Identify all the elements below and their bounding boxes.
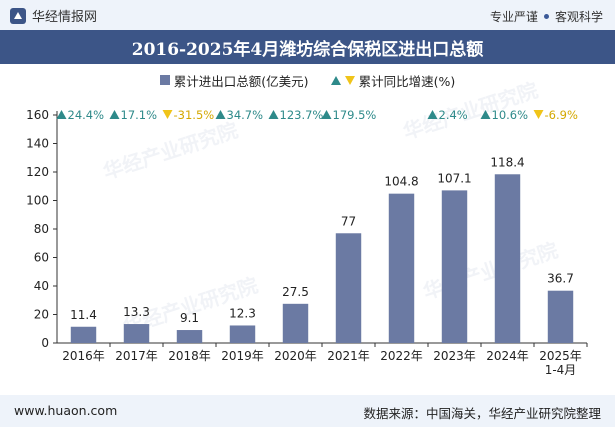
brand: 华经情报网: [10, 6, 97, 25]
y-tick-label: 80: [34, 222, 49, 236]
bar-8: [494, 174, 521, 343]
y-tick-label: 20: [34, 308, 49, 322]
y-tick-label: 60: [34, 251, 49, 265]
legend-growth-label: 累计同比增速(%): [358, 73, 456, 89]
bar-value-label: 11.4: [70, 308, 97, 322]
growth-down-triangle: [162, 110, 173, 119]
growth-up-triangle: [109, 110, 120, 119]
legend-bar-item: 累计进出口总额(亿美元): [159, 71, 309, 90]
growth-down-triangle: [533, 110, 544, 119]
chart-title: 2016-2025年4月潍坊综合保税区进出口总额: [0, 30, 615, 64]
bar-value-label: 107.1: [437, 171, 471, 185]
growth-label: 17.1%: [121, 108, 158, 122]
slogan: 专业严谨 客观科学: [490, 8, 603, 25]
top-bar: 华经情报网 专业严谨 客观科学: [0, 0, 615, 30]
legend-bar-label: 累计进出口总额(亿美元): [173, 73, 309, 89]
y-tick-label: 140: [26, 137, 49, 151]
x-tick-label: 2025年: [539, 349, 582, 363]
x-tick-label: 2018年: [168, 349, 211, 363]
growth-label: 10.6%: [492, 108, 529, 122]
x-tick-label: 2021年: [327, 349, 370, 363]
bar-2: [176, 330, 203, 343]
growth-label: 2.4%: [439, 108, 468, 122]
growth-label: -6.9%: [545, 108, 578, 122]
bar-swatch-icon: [159, 75, 170, 85]
y-tick-label: 0: [41, 336, 49, 350]
bar-5: [335, 233, 362, 343]
growth-up-triangle: [215, 110, 226, 119]
y-tick-label: 40: [34, 279, 49, 293]
separator-dot-icon: [543, 14, 549, 19]
growth-up-triangle: [427, 110, 438, 119]
bar-value-label: 77: [341, 214, 356, 228]
bar-value-label: 27.5: [282, 285, 309, 299]
bar-value-label: 118.4: [490, 155, 524, 169]
chart-legend: 累计进出口总额(亿美元) 累计同比增速(%): [0, 70, 615, 90]
bar-value-label: 9.1: [180, 311, 199, 325]
growth-label: -31.5%: [174, 108, 215, 122]
bar-4: [282, 303, 309, 343]
bar-0: [70, 326, 97, 343]
bar-3: [229, 325, 256, 343]
down-triangle-icon: [344, 75, 355, 85]
growth-up-triangle: [268, 110, 279, 119]
x-tick-label: 1-4月: [545, 363, 577, 377]
growth-label: 123.7%: [280, 108, 324, 122]
bar-value-label: 36.7: [547, 272, 574, 286]
bar-7: [441, 190, 468, 343]
x-tick-label: 2017年: [115, 349, 158, 363]
x-tick-label: 2020年: [274, 349, 317, 363]
huajing-logo-icon: [10, 7, 26, 24]
growth-label: 179.5%: [333, 108, 377, 122]
footer-source: 数据来源：中国海关，华经产业研究院整理: [363, 406, 601, 421]
bar-6: [388, 193, 415, 343]
slogan-right: 客观科学: [554, 10, 603, 24]
growth-up-triangle: [480, 110, 491, 119]
x-tick-label: 2023年: [433, 349, 476, 363]
footer-url: www.huaon.com: [14, 403, 118, 418]
x-tick-label: 2016年: [62, 349, 105, 363]
growth-up-triangle: [56, 110, 67, 119]
growth-up-triangle: [321, 110, 332, 119]
brand-name: 华经情报网: [32, 10, 98, 25]
footer: www.huaon.com 数据来源：中国海关，华经产业研究院整理: [0, 395, 615, 427]
bar-value-label: 12.3: [229, 306, 256, 320]
x-tick-label: 2024年: [486, 349, 529, 363]
y-tick-label: 120: [26, 165, 49, 179]
bar-value-label: 13.3: [123, 305, 150, 319]
up-triangle-icon: [330, 75, 341, 85]
x-tick-label: 2022年: [380, 349, 423, 363]
y-tick-label: 160: [26, 108, 49, 122]
x-tick-label: 2019年: [221, 349, 264, 363]
bar-value-label: 104.8: [384, 175, 418, 189]
bar-chart: 0 20 40 60 80 100 120 140 160 11.4 2016年 13.3 2017年 9…: [26, 108, 588, 377]
y-tick-label: 100: [26, 194, 49, 208]
growth-label: 24.4%: [68, 108, 105, 122]
slogan-left: 专业严谨: [489, 10, 538, 24]
bar-1: [123, 324, 150, 343]
legend-growth-item: 累计同比增速(%): [330, 71, 456, 90]
bar-9: [547, 290, 574, 343]
growth-label: 34.7%: [227, 108, 264, 122]
